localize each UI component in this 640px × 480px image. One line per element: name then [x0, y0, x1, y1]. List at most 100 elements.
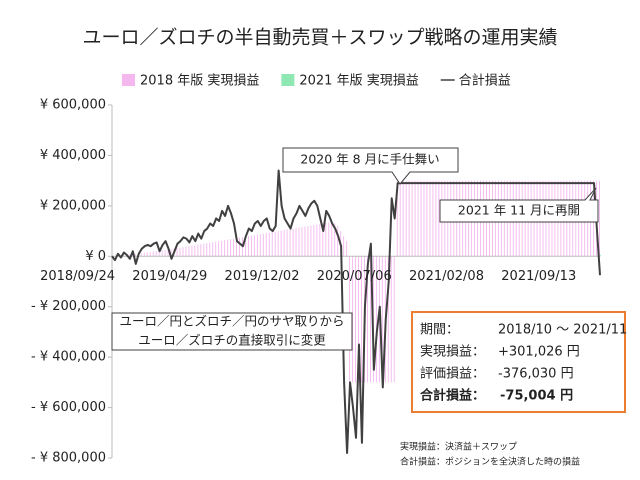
x-tick-label: 2021/09/13 — [501, 269, 576, 284]
bar — [408, 180, 410, 257]
x-tick-label: 2019/04/29 — [132, 269, 207, 284]
bar — [328, 222, 330, 257]
chart-title: ユーロ／ズロチの半自動売買＋スワップ戦略の運用実績 — [82, 27, 557, 49]
bar — [182, 247, 184, 257]
y-tick-label: - ¥ 600,000 — [31, 400, 106, 415]
bar — [179, 247, 181, 257]
legend-label: 2018 年版 実現損益 — [140, 73, 259, 89]
bar — [381, 256, 383, 383]
bar — [319, 224, 321, 257]
x-tick-label: 2018/09/24 — [40, 269, 115, 284]
bar — [316, 224, 318, 257]
summary-label: 実現損益： — [420, 344, 485, 360]
bar — [191, 245, 193, 257]
bar — [310, 225, 312, 257]
bar — [176, 248, 178, 257]
summary-label: 期間： — [420, 323, 459, 338]
bar — [292, 228, 294, 257]
annotation: 2021 年 11 月に再開 — [458, 203, 580, 218]
bar — [352, 256, 354, 383]
bar — [289, 229, 291, 257]
bar — [128, 254, 130, 257]
bar — [313, 225, 315, 257]
bar — [224, 240, 226, 257]
summary-value: -376,030 円 — [498, 367, 574, 382]
bar — [155, 251, 157, 257]
bar — [286, 229, 288, 257]
summary-label: 合計損益： — [420, 388, 485, 404]
y-tick-label: - ¥ 200,000 — [31, 299, 106, 314]
bar — [334, 223, 336, 257]
x-tick-label: 2019/12/02 — [225, 269, 300, 284]
bar — [140, 253, 142, 257]
y-tick-label: ¥ 400,000 — [40, 148, 106, 163]
y-tick-label: ¥ 600,000 — [40, 98, 106, 113]
legend-swatch — [122, 74, 135, 86]
bar — [411, 180, 413, 257]
bar — [247, 236, 249, 257]
bar — [420, 180, 422, 257]
bar — [423, 180, 425, 257]
bar — [280, 230, 282, 257]
bar — [218, 241, 220, 257]
bar — [197, 244, 199, 257]
bar — [256, 234, 258, 257]
bar — [206, 243, 208, 257]
bar — [262, 233, 264, 257]
bar — [325, 223, 327, 257]
bar — [170, 249, 172, 257]
bar — [259, 234, 261, 257]
bar — [387, 256, 389, 383]
bar — [361, 256, 362, 383]
bar — [599, 180, 600, 257]
summary-box — [411, 311, 626, 413]
bar — [203, 243, 205, 257]
bar — [304, 226, 306, 257]
bar — [283, 230, 285, 257]
bar — [435, 180, 437, 257]
bar — [146, 252, 148, 257]
annotation: ユーロ／円とズロチ／円のサヤ取りから — [119, 314, 344, 329]
legend-swatch — [281, 74, 295, 86]
y-tick-label: ¥ 0 — [85, 249, 106, 264]
bar — [295, 228, 297, 257]
bar — [185, 246, 187, 257]
summary-value: +301,026 円 — [498, 345, 580, 360]
bar — [143, 252, 145, 257]
bar — [131, 254, 133, 257]
bar — [399, 180, 401, 257]
bar — [123, 255, 124, 257]
legend-label: 合計損益 — [459, 73, 511, 89]
bar — [367, 256, 368, 383]
bar — [405, 180, 407, 257]
bar — [149, 251, 151, 257]
summary-label: 評価損益： — [420, 367, 485, 382]
bar — [337, 226, 339, 257]
bar — [134, 254, 136, 257]
summary-value: -75,004 円 — [500, 389, 573, 404]
bar — [426, 180, 428, 257]
bar — [215, 241, 217, 257]
bar — [402, 180, 404, 257]
y-tick-label: ¥ 200,000 — [40, 198, 106, 213]
bar — [343, 236, 345, 257]
bar — [429, 180, 431, 257]
y-tick-label: - ¥ 400,000 — [31, 350, 106, 365]
bar — [152, 251, 154, 257]
bar — [245, 236, 246, 257]
x-tick-label: 2021/02/08 — [409, 269, 484, 284]
bar — [271, 232, 273, 257]
summary-value: 2018/10 ～ 2021/11 — [498, 323, 627, 338]
bar — [307, 226, 309, 257]
bar — [250, 235, 252, 257]
bar — [221, 240, 223, 257]
x-tick-label: 2020/07/06 — [317, 269, 392, 284]
bar — [268, 232, 270, 257]
footnote: 実現損益：決済益＋スワップ — [400, 441, 517, 453]
bar — [230, 239, 232, 257]
bar — [277, 231, 279, 257]
callout-box — [282, 147, 459, 185]
bar — [355, 256, 356, 383]
bar — [393, 256, 395, 383]
